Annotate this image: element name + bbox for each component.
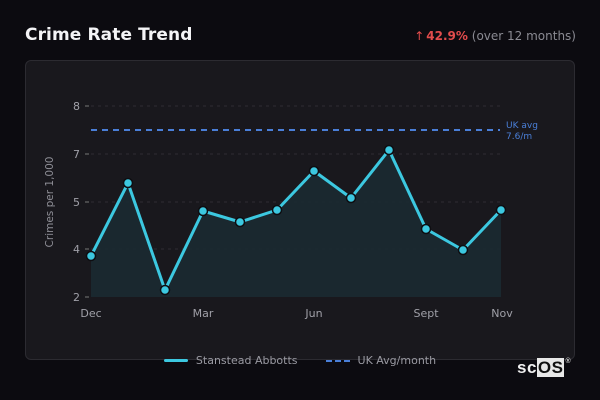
- y-tick-label: 4: [73, 243, 80, 256]
- x-tick-label: Dec: [80, 307, 101, 320]
- data-point[interactable]: [308, 165, 320, 177]
- series-line: [89, 148, 503, 292]
- logo-text: sc: [517, 358, 537, 377]
- data-point[interactable]: [420, 223, 432, 235]
- data-point[interactable]: [383, 144, 395, 156]
- data-point[interactable]: [271, 204, 283, 216]
- y-tick-label: 5: [73, 196, 80, 209]
- logo-text-os: OS: [536, 358, 565, 377]
- data-point[interactable]: [234, 216, 246, 228]
- data-points: [85, 144, 507, 296]
- x-tick-label: Nov: [491, 307, 513, 320]
- change-percent: 42.9%: [426, 29, 468, 43]
- y-axis-label: Crimes per 1,000: [44, 157, 56, 248]
- x-axis: Dec Mar Jun Sept Nov: [80, 307, 513, 320]
- up-arrow-icon: ↑: [414, 29, 425, 43]
- solid-line-icon: [163, 359, 188, 362]
- data-point[interactable]: [85, 250, 97, 262]
- y-tick-label: 2: [73, 291, 80, 304]
- uk-avg-annotation-line2: 7.6/m: [506, 132, 532, 142]
- data-point[interactable]: [345, 192, 357, 204]
- data-point[interactable]: [159, 284, 171, 296]
- change-period: (over 12 months): [471, 29, 576, 43]
- page-title: Crime Rate Trend: [25, 25, 193, 45]
- y-tick-label: 8: [73, 100, 80, 113]
- data-point[interactable]: [457, 244, 469, 256]
- registered-mark: ®: [565, 358, 572, 365]
- legend-item-uk-avg[interactable]: UK Avg/month: [325, 354, 437, 367]
- y-tick-label: 7: [73, 148, 80, 161]
- x-tick-label: Jun: [304, 307, 322, 320]
- x-tick-label: Sept: [413, 307, 439, 320]
- scos-logo: scOS ®: [517, 358, 571, 378]
- trend-change: ↑ 42.9% (over 12 months): [414, 29, 576, 43]
- series-area: [91, 150, 501, 297]
- uk-avg-annotation-line1: UK avg: [506, 121, 538, 131]
- data-point[interactable]: [197, 205, 209, 217]
- legend-label: UK Avg/month: [357, 354, 437, 367]
- data-point[interactable]: [495, 204, 507, 216]
- x-tick-label: Mar: [193, 307, 214, 320]
- legend-label: Stanstead Abbotts: [195, 354, 298, 367]
- data-point[interactable]: [122, 177, 134, 189]
- y-axis: 8 7 5 4 2: [73, 100, 89, 304]
- dashed-line-icon: [325, 359, 350, 362]
- chart-legend: Stanstead Abbotts UK Avg/month: [0, 354, 600, 367]
- legend-item-series[interactable]: Stanstead Abbotts: [163, 354, 298, 367]
